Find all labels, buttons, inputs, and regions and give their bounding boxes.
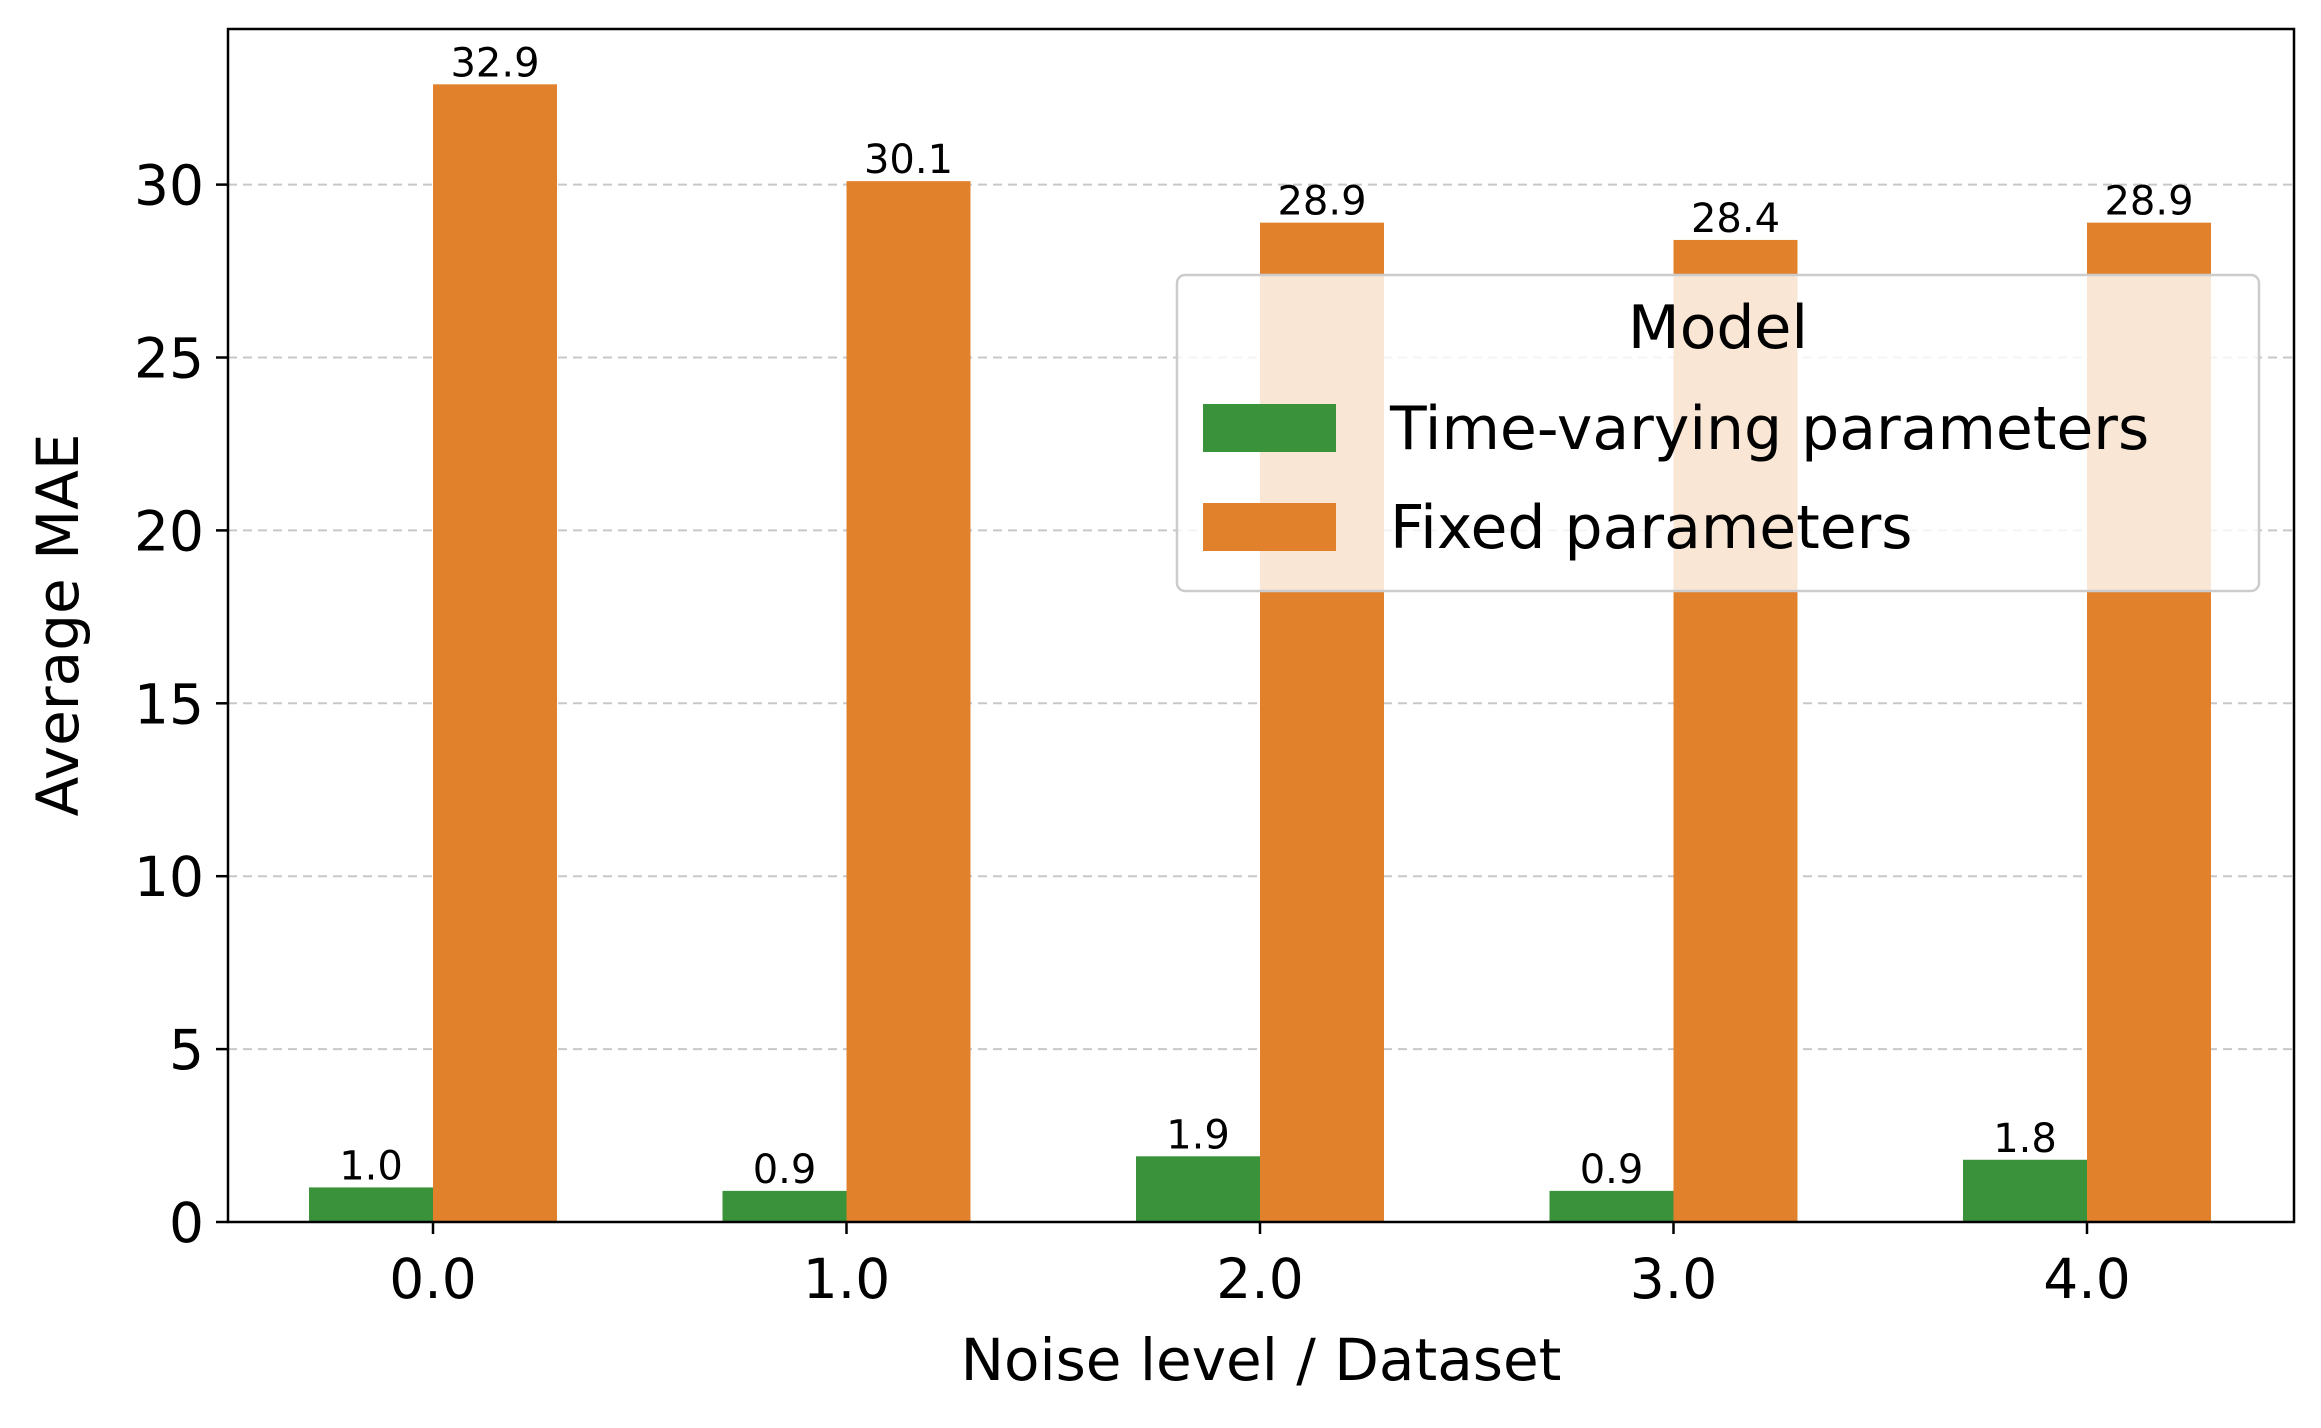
bar-value-label: 1.0 — [339, 1143, 403, 1189]
bar-time-varying-3.0 — [1549, 1190, 1674, 1222]
legend-label-fixed: Fixed parameters — [1390, 493, 1913, 563]
bar-time-varying-4.0 — [1963, 1159, 2087, 1222]
legend-swatch-fixed — [1203, 503, 1336, 551]
x-tick-label: 4.0 — [2043, 1247, 2130, 1311]
x-tick-label: 2.0 — [1216, 1247, 1303, 1311]
y-axis-ticks: 0 5 10 15 20 25 30 — [134, 154, 228, 1255]
bar-value-label: 0.9 — [1580, 1147, 1644, 1193]
legend-swatch-time-varying — [1203, 404, 1336, 452]
y-tick-label: 0 — [169, 1191, 204, 1255]
x-tick-label: 3.0 — [1630, 1247, 1717, 1311]
legend: Model Time-varying parameters Fixed para… — [1175, 273, 2261, 593]
bar-time-varying-2.0 — [1136, 1156, 1260, 1222]
legend-frame — [1175, 273, 2261, 593]
y-tick-label: 30 — [134, 154, 204, 218]
bar-value-label: 30.1 — [864, 137, 953, 183]
bar-value-label: 28.4 — [1691, 196, 1780, 242]
bar-time-varying-1.0 — [722, 1190, 847, 1222]
bar-value-label: 28.9 — [1277, 179, 1366, 225]
y-tick-label: 5 — [169, 1018, 204, 1082]
legend-title: Model — [1628, 293, 1808, 363]
legend-label-time-varying: Time-varying parameters — [1389, 394, 2149, 464]
y-tick-label: 25 — [134, 327, 204, 391]
bar-fixed-1.0 — [846, 181, 971, 1222]
bar-data-labels: 1.0 32.9 0.9 30.1 1.9 28.9 0.9 28.4 1.8 28.9 — [339, 40, 2193, 1193]
bar-value-label: 28.9 — [2104, 179, 2193, 225]
y-tick-label: 20 — [134, 499, 204, 563]
bar-time-varying-0.0 — [309, 1187, 433, 1222]
x-axis-ticks: 0.0 1.0 2.0 3.0 4.0 — [389, 1222, 2131, 1311]
bar-fixed-0.0 — [433, 84, 557, 1223]
y-axis-label: Average MAE — [24, 434, 92, 817]
bar-value-label: 1.9 — [1166, 1112, 1230, 1158]
x-tick-label: 1.0 — [803, 1247, 890, 1311]
x-tick-label: 0.0 — [389, 1247, 476, 1311]
bar-value-label: 0.9 — [753, 1147, 817, 1193]
y-tick-label: 15 — [134, 672, 204, 736]
x-axis-label: Noise level / Dataset — [961, 1326, 1562, 1394]
bar-value-label: 1.8 — [1993, 1116, 2057, 1162]
y-tick-label: 10 — [134, 845, 204, 909]
bar-value-label: 32.9 — [450, 40, 539, 86]
